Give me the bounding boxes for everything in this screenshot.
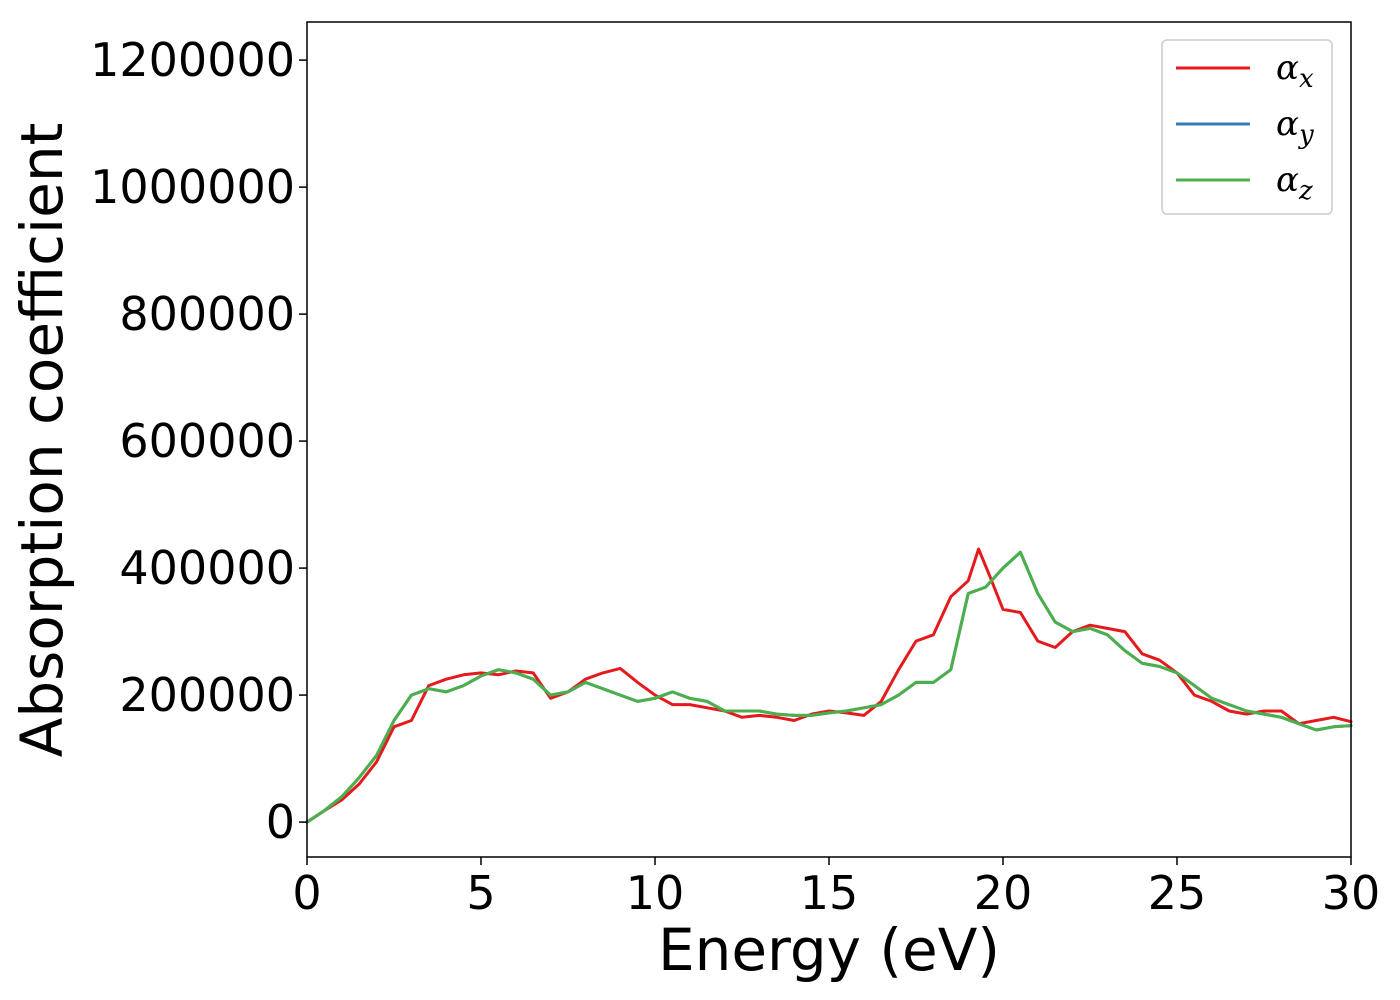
legend-label-1: αx bbox=[1276, 48, 1314, 94]
y-tick-label: 600000 bbox=[119, 414, 295, 468]
y-tick-label: 1000000 bbox=[90, 160, 295, 214]
x-tick-label: 10 bbox=[626, 866, 685, 920]
x-axis-ticks: 0 5 10 15 20 25 30 bbox=[292, 857, 1380, 920]
x-tick-label: 15 bbox=[800, 866, 859, 920]
y-axis-label: Absorption coefficient bbox=[8, 123, 76, 758]
y-tick-label: 0 bbox=[266, 795, 295, 849]
x-tick-label: 0 bbox=[292, 866, 321, 920]
x-tick-label: 25 bbox=[1148, 866, 1207, 920]
x-tick-label: 5 bbox=[466, 866, 495, 920]
y-axis-ticks: 0 200000 400000 600000 800000 1000000 1200000 bbox=[90, 33, 307, 849]
legend-box bbox=[1161, 39, 1333, 215]
series-line-3 bbox=[305, 550, 1353, 824]
x-axis-label: Energy (eV) bbox=[658, 916, 1000, 984]
series-layer bbox=[305, 547, 1353, 824]
x-tick-label: 20 bbox=[974, 866, 1033, 920]
legend-label-3: αz bbox=[1276, 160, 1313, 206]
legend-label-2: αy bbox=[1276, 104, 1314, 150]
x-tick-label: 30 bbox=[1322, 866, 1381, 920]
y-tick-label: 200000 bbox=[119, 668, 295, 722]
legend: αx αy αz bbox=[1161, 39, 1333, 215]
y-tick-label: 800000 bbox=[119, 287, 295, 341]
y-tick-label: 400000 bbox=[119, 541, 295, 595]
y-tick-label: 1200000 bbox=[90, 33, 295, 87]
